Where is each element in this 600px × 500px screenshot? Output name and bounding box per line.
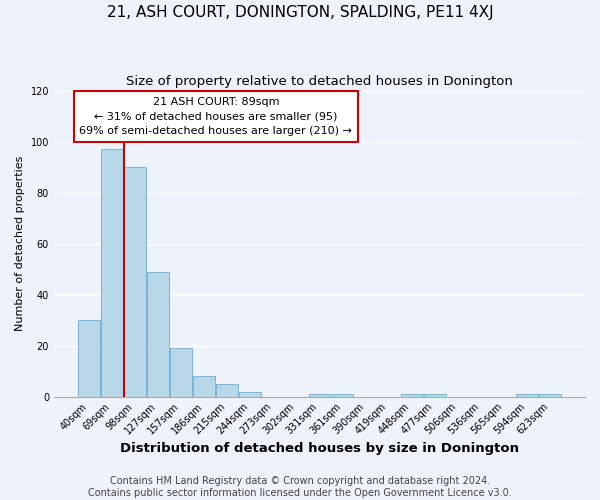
Bar xyxy=(424,394,446,396)
Bar xyxy=(401,394,422,396)
Bar xyxy=(124,167,146,396)
Bar xyxy=(332,394,353,396)
Bar xyxy=(147,272,169,396)
Bar xyxy=(78,320,100,396)
Text: 21 ASH COURT: 89sqm
← 31% of detached houses are smaller (95)
69% of semi-detach: 21 ASH COURT: 89sqm ← 31% of detached ho… xyxy=(79,96,352,136)
Bar xyxy=(516,394,538,396)
Bar xyxy=(217,384,238,396)
Bar xyxy=(239,392,261,396)
Y-axis label: Number of detached properties: Number of detached properties xyxy=(15,156,25,332)
Bar xyxy=(170,348,192,397)
Bar xyxy=(193,376,215,396)
X-axis label: Distribution of detached houses by size in Donington: Distribution of detached houses by size … xyxy=(120,442,519,455)
Text: Contains HM Land Registry data © Crown copyright and database right 2024.
Contai: Contains HM Land Registry data © Crown c… xyxy=(88,476,512,498)
Bar xyxy=(308,394,331,396)
Title: Size of property relative to detached houses in Donington: Size of property relative to detached ho… xyxy=(126,75,513,88)
Bar xyxy=(101,149,123,396)
Bar xyxy=(539,394,561,396)
Text: 21, ASH COURT, DONINGTON, SPALDING, PE11 4XJ: 21, ASH COURT, DONINGTON, SPALDING, PE11… xyxy=(107,5,493,20)
